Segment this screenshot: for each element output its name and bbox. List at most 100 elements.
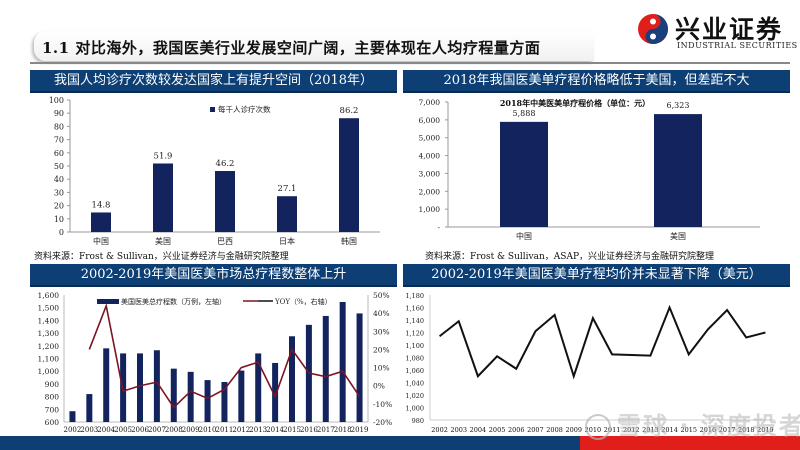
svg-text:2015: 2015: [283, 426, 301, 434]
svg-text:YOY（%，右轴）: YOY（%，右轴）: [274, 297, 332, 306]
svg-text:46.2: 46.2: [216, 159, 235, 169]
watermark-text: 雪球 · 深度投者: [617, 412, 800, 440]
svg-text:1,160: 1,160: [405, 305, 424, 313]
brand-logo: 兴业证券 INDUSTRIAL SECURITIES: [637, 9, 797, 55]
svg-text:1,500: 1,500: [38, 304, 60, 313]
svg-text:2007: 2007: [527, 426, 544, 434]
panel-header-top-right: 2018年我国医美单疗程价格略低于美国，但差距不大: [403, 70, 790, 93]
panel-header-top-left: 我国人均诊疗次数较发达国家上有提升空间（2018年）: [30, 70, 397, 93]
svg-text:1,060: 1,060: [405, 367, 424, 375]
svg-text:100: 100: [49, 96, 64, 105]
source-note-top-left: 资料来源：Frost & Sullivan，兴业证券经济与金融研究院整理: [34, 252, 289, 262]
logo-chinese-name: 兴业证券: [675, 15, 784, 44]
svg-text:2008: 2008: [546, 426, 563, 434]
svg-text:1,080: 1,080: [405, 355, 424, 363]
svg-text:50%: 50%: [373, 291, 390, 300]
svg-text:1,300: 1,300: [38, 329, 60, 338]
svg-text:2013: 2013: [642, 426, 659, 434]
svg-text:2019: 2019: [351, 426, 369, 434]
chart-visits-per-thousand: 0 10 20 30 40 50 60 70 80 90 100 14.8 中国 51.9 美国 46.2 巴西…: [20, 90, 400, 248]
footer-bar-red: [580, 436, 800, 450]
logo-english-name: INDUSTRIAL SECURITIES: [677, 41, 798, 50]
svg-text:1,000: 1,000: [419, 205, 441, 214]
svg-text:2008: 2008: [165, 426, 183, 434]
svg-text:80: 80: [54, 122, 64, 131]
svg-text:2009: 2009: [565, 426, 582, 434]
svg-text:1,000: 1,000: [38, 367, 60, 376]
svg-text:2006: 2006: [131, 426, 149, 434]
svg-text:2005: 2005: [114, 426, 132, 434]
svg-text:5,000: 5,000: [419, 134, 441, 143]
svg-text:2010: 2010: [199, 426, 217, 434]
svg-text:2009: 2009: [182, 426, 200, 434]
title-divider: [30, 62, 790, 64]
svg-text:1,120: 1,120: [405, 330, 424, 338]
svg-text:40%: 40%: [373, 309, 390, 318]
panel-header-bottom-right: 2002-2019年美国医美单疗程均价并未显著下降（美元）: [403, 264, 790, 287]
svg-text:1,400: 1,400: [38, 316, 60, 325]
svg-text:2015: 2015: [680, 426, 697, 434]
svg-text:6,323: 6,323: [667, 101, 690, 110]
chart-us-procedures-yoy: 600 700 800 900 1,000 1,100 1,200 1,300 1,400 1,5…: [20, 285, 400, 437]
svg-text:900: 900: [45, 380, 60, 389]
svg-text:1,600: 1,600: [38, 291, 60, 300]
svg-text:10%: 10%: [373, 364, 390, 373]
svg-text:2017: 2017: [317, 426, 335, 434]
svg-text:4,000: 4,000: [419, 152, 441, 161]
svg-text:-10%: -10%: [373, 400, 392, 409]
svg-text:1,000: 1,000: [405, 405, 424, 413]
svg-text:韩国: 韩国: [341, 236, 357, 246]
svg-text:2019: 2019: [757, 426, 774, 434]
svg-text:600: 600: [45, 418, 60, 427]
svg-text:0%: 0%: [373, 382, 385, 391]
svg-text:30: 30: [54, 188, 64, 197]
svg-text:中国: 中国: [93, 236, 109, 246]
svg-text:2,000: 2,000: [419, 187, 441, 196]
svg-text:20: 20: [54, 202, 64, 211]
svg-text:2017: 2017: [719, 426, 736, 434]
svg-text:1,200: 1,200: [38, 342, 60, 351]
svg-text:2004: 2004: [97, 426, 115, 434]
svg-text:2014: 2014: [661, 426, 678, 434]
svg-text:2011: 2011: [604, 426, 621, 434]
svg-text:2013: 2013: [249, 426, 267, 434]
svg-text:1,020: 1,020: [405, 392, 424, 400]
svg-text:0: 0: [59, 228, 64, 237]
svg-text:7,000: 7,000: [419, 98, 441, 107]
svg-text:2007: 2007: [148, 426, 166, 434]
svg-text:2002: 2002: [64, 426, 82, 434]
svg-text:中国: 中国: [516, 231, 532, 241]
svg-text:20%: 20%: [373, 345, 390, 354]
svg-text:美国: 美国: [670, 231, 686, 241]
panel-header-bottom-left: 2002-2019年美国医美市场总疗程数整体上升: [30, 264, 397, 287]
svg-text:14.8: 14.8: [92, 200, 111, 210]
svg-text:2014: 2014: [266, 426, 284, 434]
svg-text:巴西: 巴西: [217, 237, 233, 246]
svg-text:2004: 2004: [470, 426, 487, 434]
slide-title: 1.1 对比海外，我国医美行业发展空间广阔，主要体现在人均疗程量方面: [42, 39, 541, 57]
svg-text:1,140: 1,140: [405, 317, 424, 325]
svg-text:2003: 2003: [450, 426, 467, 434]
watermark-logo-icon: [585, 414, 611, 440]
svg-text:1,040: 1,040: [405, 380, 424, 388]
svg-text:700: 700: [45, 405, 60, 414]
slide-title-bar: 1.1 对比海外，我国医美行业发展空间广阔，主要体现在人均疗程量方面: [34, 31, 594, 61]
svg-text:2006: 2006: [508, 426, 525, 434]
svg-text:60: 60: [54, 149, 64, 158]
svg-text:40: 40: [54, 175, 64, 184]
svg-text:-: -: [437, 223, 440, 232]
svg-text:90: 90: [54, 109, 64, 118]
svg-text:1,100: 1,100: [38, 355, 60, 364]
svg-text:2016: 2016: [300, 426, 318, 434]
svg-text:1,100: 1,100: [405, 342, 424, 350]
svg-text:10: 10: [54, 215, 64, 224]
svg-text:2018年中美医美单疗程价格（单位：元）: 2018年中美医美单疗程价格（单位：元）: [500, 98, 650, 108]
svg-text:美国医美总疗程数（万例，左轴）: 美国医美总疗程数（万例，左轴）: [121, 297, 226, 306]
svg-text:-20%: -20%: [373, 418, 392, 427]
svg-text:美国: 美国: [155, 236, 171, 246]
svg-text:2018: 2018: [334, 426, 352, 434]
svg-text:2016: 2016: [700, 426, 717, 434]
svg-text:2012: 2012: [232, 426, 250, 434]
svg-text:50: 50: [54, 162, 64, 171]
svg-text:86.2: 86.2: [340, 106, 359, 116]
